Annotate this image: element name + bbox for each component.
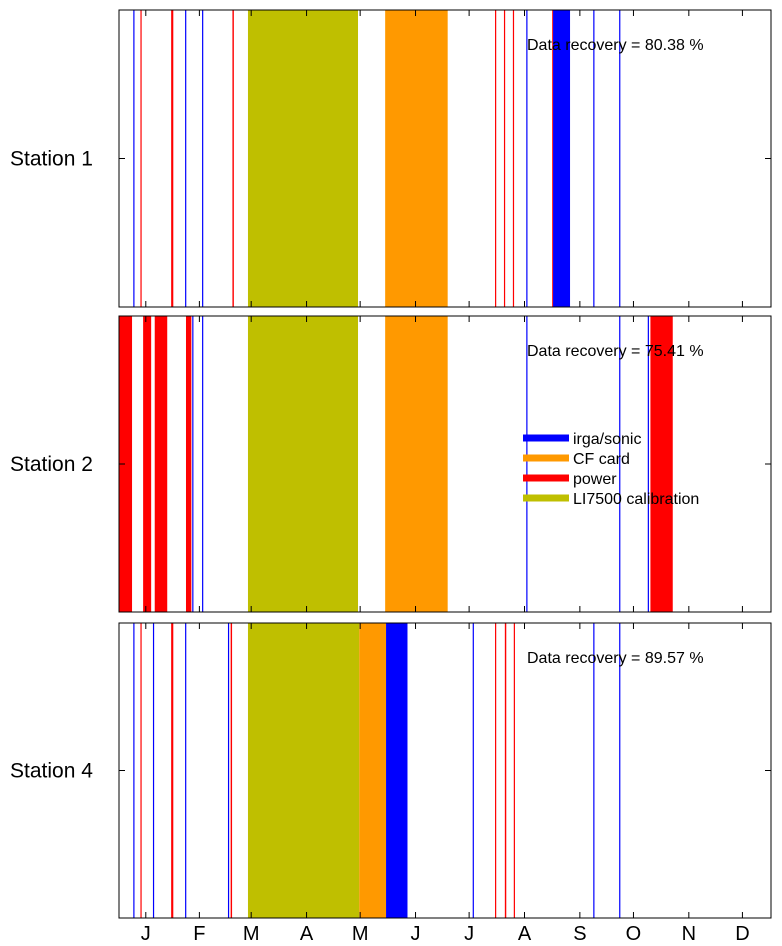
x-tick-label: A (518, 923, 532, 945)
gap-bar-irga (202, 10, 204, 307)
gap-bar-power (230, 623, 233, 918)
gap-bar-power (512, 10, 515, 307)
gap-bar-power (171, 623, 174, 918)
station-label: Station 4 (10, 760, 93, 783)
gap-bar-power (503, 10, 506, 307)
gap-bar-power (185, 316, 192, 612)
gap-bar-power (552, 10, 554, 307)
gap-bar-irga (526, 316, 528, 612)
gap-bar-power (495, 623, 497, 918)
gap-bar-irga (386, 623, 408, 918)
gap-bar-power (171, 10, 174, 307)
plot-frame (118, 622, 772, 919)
gap-bar-cf (385, 316, 448, 612)
gap-bar-irga (619, 316, 621, 612)
gap-bar-power (504, 623, 507, 918)
gap-bar-irga (185, 10, 187, 307)
gap-bar-cf (359, 623, 387, 918)
gap-bar-power (140, 10, 142, 307)
x-tick-label: M (352, 923, 369, 945)
gap-bar-irga (593, 10, 595, 307)
legend-label-cal: LI7500 calibration (573, 491, 699, 508)
x-tick-label: S (573, 923, 586, 945)
data-recovery-annotation: Data recovery = 75.41 % (527, 343, 704, 360)
data-recovery-annotation: Data recovery = 89.57 % (527, 650, 704, 667)
station-label: Station 2 (10, 453, 93, 476)
gap-bar-irga (133, 10, 135, 307)
data-recovery-annotation: Data recovery = 80.38 % (527, 37, 704, 54)
plot-frame (118, 9, 772, 308)
gap-bar-irga (553, 10, 571, 307)
gap-bar-power (650, 316, 673, 612)
gap-bar-irga (619, 10, 621, 307)
gap-bar-irga (526, 10, 528, 307)
x-tick-label: A (300, 923, 314, 945)
gap-bar-power (119, 316, 133, 612)
gap-bar-power (495, 10, 497, 307)
plot-frame (118, 315, 772, 613)
gap-bar-power (143, 316, 152, 612)
gap-bar-irga (152, 623, 155, 918)
x-tick-label: D (735, 923, 749, 945)
legend: irga/sonic CF card power LI7500 calibration (523, 431, 699, 508)
gap-bar-irga (472, 623, 474, 918)
gap-bar-cal (247, 623, 360, 918)
legend-label-cf: CF card (573, 451, 630, 468)
gap-bar-cal (247, 10, 359, 307)
x-tick-label: J (464, 923, 474, 945)
panel-station-2: Station 2 Data recovery = 75.41 % (10, 315, 772, 613)
panel-station-1: Station 1 Data recovery = 80.38 % (10, 9, 772, 308)
legend-label-irga: irga/sonic (573, 431, 641, 448)
x-tick-label: N (682, 923, 696, 945)
gap-bar-irga (619, 623, 621, 918)
gap-bar-irga (202, 316, 204, 612)
x-tick-label: J (141, 923, 151, 945)
legend-label-power: power (573, 471, 617, 488)
plot-area (119, 623, 771, 918)
x-tick-label: F (193, 923, 205, 945)
gap-bar-irga (192, 316, 194, 612)
panel-station-3: Station 4 Data recovery = 89.57 % (10, 622, 772, 919)
gap-bar-cf (385, 10, 448, 307)
station-label: Station 1 (10, 148, 93, 171)
gap-bar-cal (247, 316, 359, 612)
gap-bar-irga (647, 316, 649, 612)
gap-bar-irga (227, 623, 230, 918)
gap-bar-power (140, 623, 142, 918)
gap-bar-power (154, 316, 168, 612)
x-tick-label: J (411, 923, 421, 945)
gap-bar-irga (593, 623, 595, 918)
gap-bar-irga (133, 623, 135, 918)
gap-bar-irga (185, 623, 187, 918)
gap-bar-power (232, 10, 234, 307)
x-tick-label: O (626, 923, 642, 945)
gap-bar-power (513, 623, 515, 918)
x-tick-label: M (243, 923, 260, 945)
